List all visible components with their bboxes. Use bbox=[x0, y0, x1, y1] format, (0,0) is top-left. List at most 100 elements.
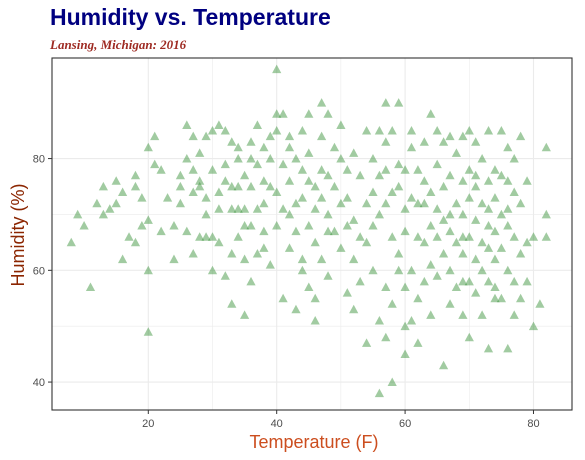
y-tick-label: 60 bbox=[33, 265, 45, 277]
data-point bbox=[419, 137, 429, 146]
data-point bbox=[528, 321, 539, 331]
data-point bbox=[503, 142, 513, 152]
y-tick-label: 80 bbox=[33, 154, 45, 166]
data-point bbox=[406, 316, 417, 325]
data-point bbox=[516, 293, 526, 303]
data-point bbox=[259, 142, 269, 152]
data-point bbox=[394, 159, 404, 169]
data-point bbox=[516, 131, 526, 141]
x-axis: 20 40 60 80 bbox=[142, 410, 540, 430]
data-point bbox=[439, 249, 449, 258]
data-point bbox=[272, 126, 282, 135]
data-point bbox=[451, 237, 461, 247]
data-point bbox=[342, 288, 352, 297]
data-point bbox=[182, 120, 192, 129]
data-point bbox=[541, 142, 551, 152]
data-point bbox=[496, 126, 506, 135]
data-point bbox=[451, 282, 461, 291]
data-point bbox=[291, 198, 301, 208]
data-point bbox=[201, 193, 211, 202]
data-point bbox=[381, 98, 391, 107]
data-point bbox=[349, 215, 359, 224]
data-point bbox=[490, 293, 500, 303]
data-point bbox=[118, 254, 128, 264]
data-point bbox=[426, 221, 436, 230]
data-point bbox=[284, 209, 295, 219]
data-point bbox=[374, 126, 384, 135]
data-point bbox=[246, 137, 256, 146]
data-point bbox=[349, 148, 359, 157]
data-point bbox=[439, 215, 449, 224]
data-point bbox=[310, 293, 320, 303]
chart-title: Humidity vs. Temperature bbox=[50, 4, 331, 30]
chart-subtitle: Lansing, Michigan: 2016 bbox=[50, 37, 187, 52]
data-point bbox=[477, 265, 487, 275]
data-point bbox=[387, 299, 397, 308]
data-point bbox=[195, 148, 205, 157]
data-point bbox=[137, 221, 147, 230]
data-point bbox=[516, 249, 526, 258]
data-point bbox=[477, 154, 487, 163]
data-point bbox=[374, 316, 384, 325]
data-point bbox=[188, 131, 198, 141]
data-point bbox=[323, 226, 333, 236]
data-point bbox=[349, 304, 359, 314]
data-point bbox=[503, 221, 513, 230]
data-point bbox=[451, 148, 461, 157]
data-point bbox=[445, 299, 455, 308]
data-point bbox=[143, 265, 153, 275]
data-point bbox=[471, 137, 481, 146]
data-point bbox=[374, 209, 384, 219]
data-point bbox=[387, 377, 397, 386]
data-point bbox=[394, 98, 404, 107]
data-point bbox=[413, 232, 423, 241]
data-point bbox=[432, 232, 442, 241]
data-point bbox=[490, 193, 500, 202]
data-point bbox=[503, 204, 513, 213]
data-point bbox=[317, 193, 327, 202]
data-point bbox=[323, 209, 333, 219]
data-point bbox=[233, 232, 243, 241]
data-point bbox=[483, 276, 494, 286]
data-point bbox=[490, 254, 500, 264]
data-point bbox=[464, 193, 474, 202]
data-point bbox=[214, 204, 224, 213]
data-point bbox=[522, 176, 532, 185]
data-point bbox=[445, 265, 455, 275]
data-point bbox=[490, 226, 500, 236]
data-point bbox=[439, 360, 449, 370]
data-point bbox=[252, 159, 262, 169]
data-point bbox=[483, 221, 494, 230]
data-point bbox=[246, 181, 256, 191]
data-point bbox=[310, 204, 320, 213]
data-point bbox=[118, 187, 128, 196]
data-point bbox=[297, 265, 307, 275]
data-point bbox=[400, 226, 410, 236]
data-point bbox=[458, 176, 468, 185]
data-point bbox=[522, 276, 532, 286]
data-point bbox=[233, 142, 243, 152]
data-point bbox=[163, 193, 173, 202]
data-point bbox=[317, 254, 327, 264]
data-point bbox=[143, 327, 153, 336]
data-point bbox=[464, 232, 474, 241]
data-point bbox=[413, 338, 423, 347]
data-point bbox=[317, 98, 327, 107]
data-point bbox=[272, 187, 282, 196]
data-point bbox=[368, 154, 378, 163]
data-point bbox=[362, 237, 372, 247]
data-point bbox=[329, 181, 340, 191]
data-point bbox=[516, 198, 526, 208]
data-point bbox=[317, 165, 327, 174]
data-point bbox=[355, 232, 365, 241]
data-point bbox=[310, 316, 320, 325]
data-point bbox=[272, 221, 282, 230]
data-point bbox=[471, 254, 481, 264]
data-point bbox=[156, 226, 166, 236]
data-point bbox=[297, 193, 307, 202]
data-point bbox=[368, 221, 378, 230]
data-point bbox=[175, 170, 185, 180]
data-point bbox=[400, 282, 410, 291]
data-point bbox=[207, 126, 218, 135]
data-point bbox=[272, 109, 282, 118]
